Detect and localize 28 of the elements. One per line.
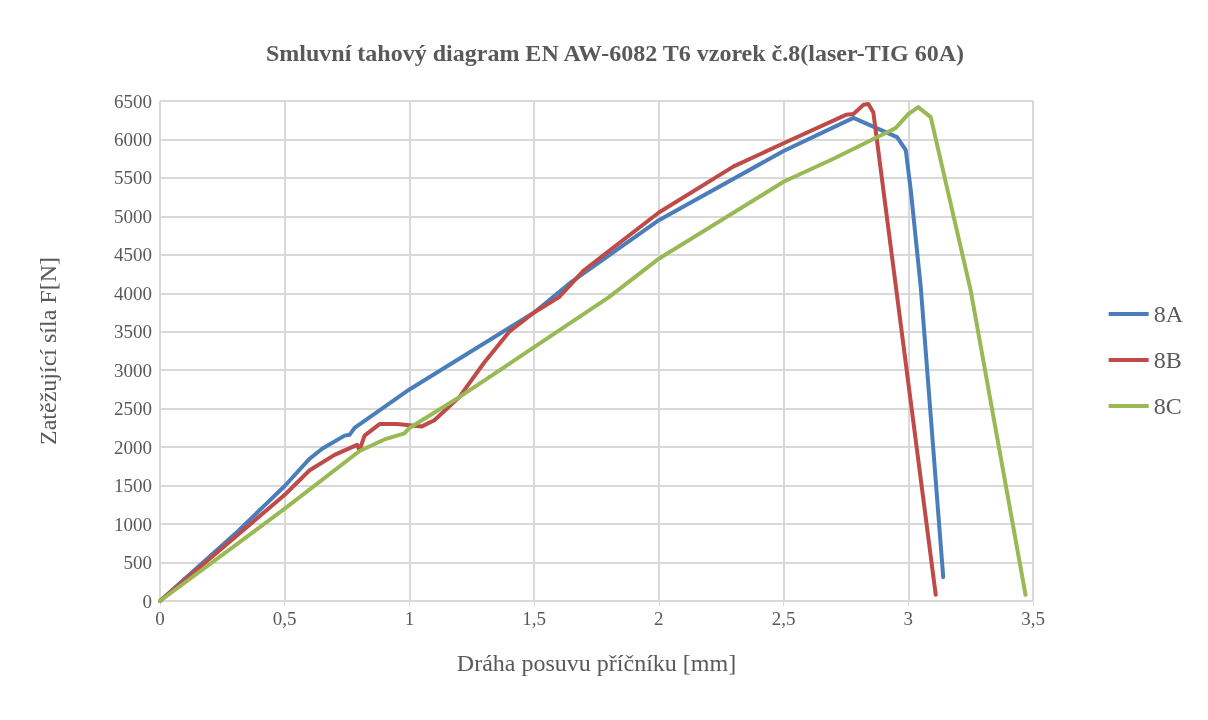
x-tick-label: 2,5 [771,608,796,629]
y-tick-label: 3500 [114,321,152,343]
chart-title: Smluvní tahový diagram EN AW-6082 T6 vzorek č.8(laser-TIG 60A) [265,40,965,66]
y-tick-label: 6000 [114,128,152,150]
y-tick-label: 0 [142,590,152,612]
y-tick-label: 4000 [114,282,152,304]
y-axis-title: Zatěžující síla F[N] [35,257,61,445]
x-tick-label: 1,5 [522,608,547,629]
y-tick-label: 4500 [114,244,152,266]
x-tick-label: 1 [404,608,415,629]
y-tick-label: 2000 [114,436,152,458]
x-tick-label: 0,5 [272,608,297,629]
legend-label: 8C [1153,393,1182,419]
y-tick-label: 6500 [114,90,152,112]
y-tick-label: 2500 [114,398,152,420]
y-tick-label: 500 [123,552,152,574]
y-tick-label: 5500 [114,167,152,189]
y-tick-label: 1500 [114,475,152,497]
x-tick-label: 2 [654,608,664,629]
legend-label: 8B [1153,347,1182,373]
y-tick-label: 5000 [114,205,152,227]
legend-label: 8A [1153,301,1184,327]
x-tick-label: 0 [155,608,165,629]
y-tick-label: 1000 [114,513,152,535]
x-axis-title: Dráha posuvu příčníku [mm] [456,650,737,676]
x-tick-label: 3 [903,608,914,629]
y-tick-label: 3000 [114,359,152,381]
x-tick-label: 3,5 [1021,608,1045,629]
